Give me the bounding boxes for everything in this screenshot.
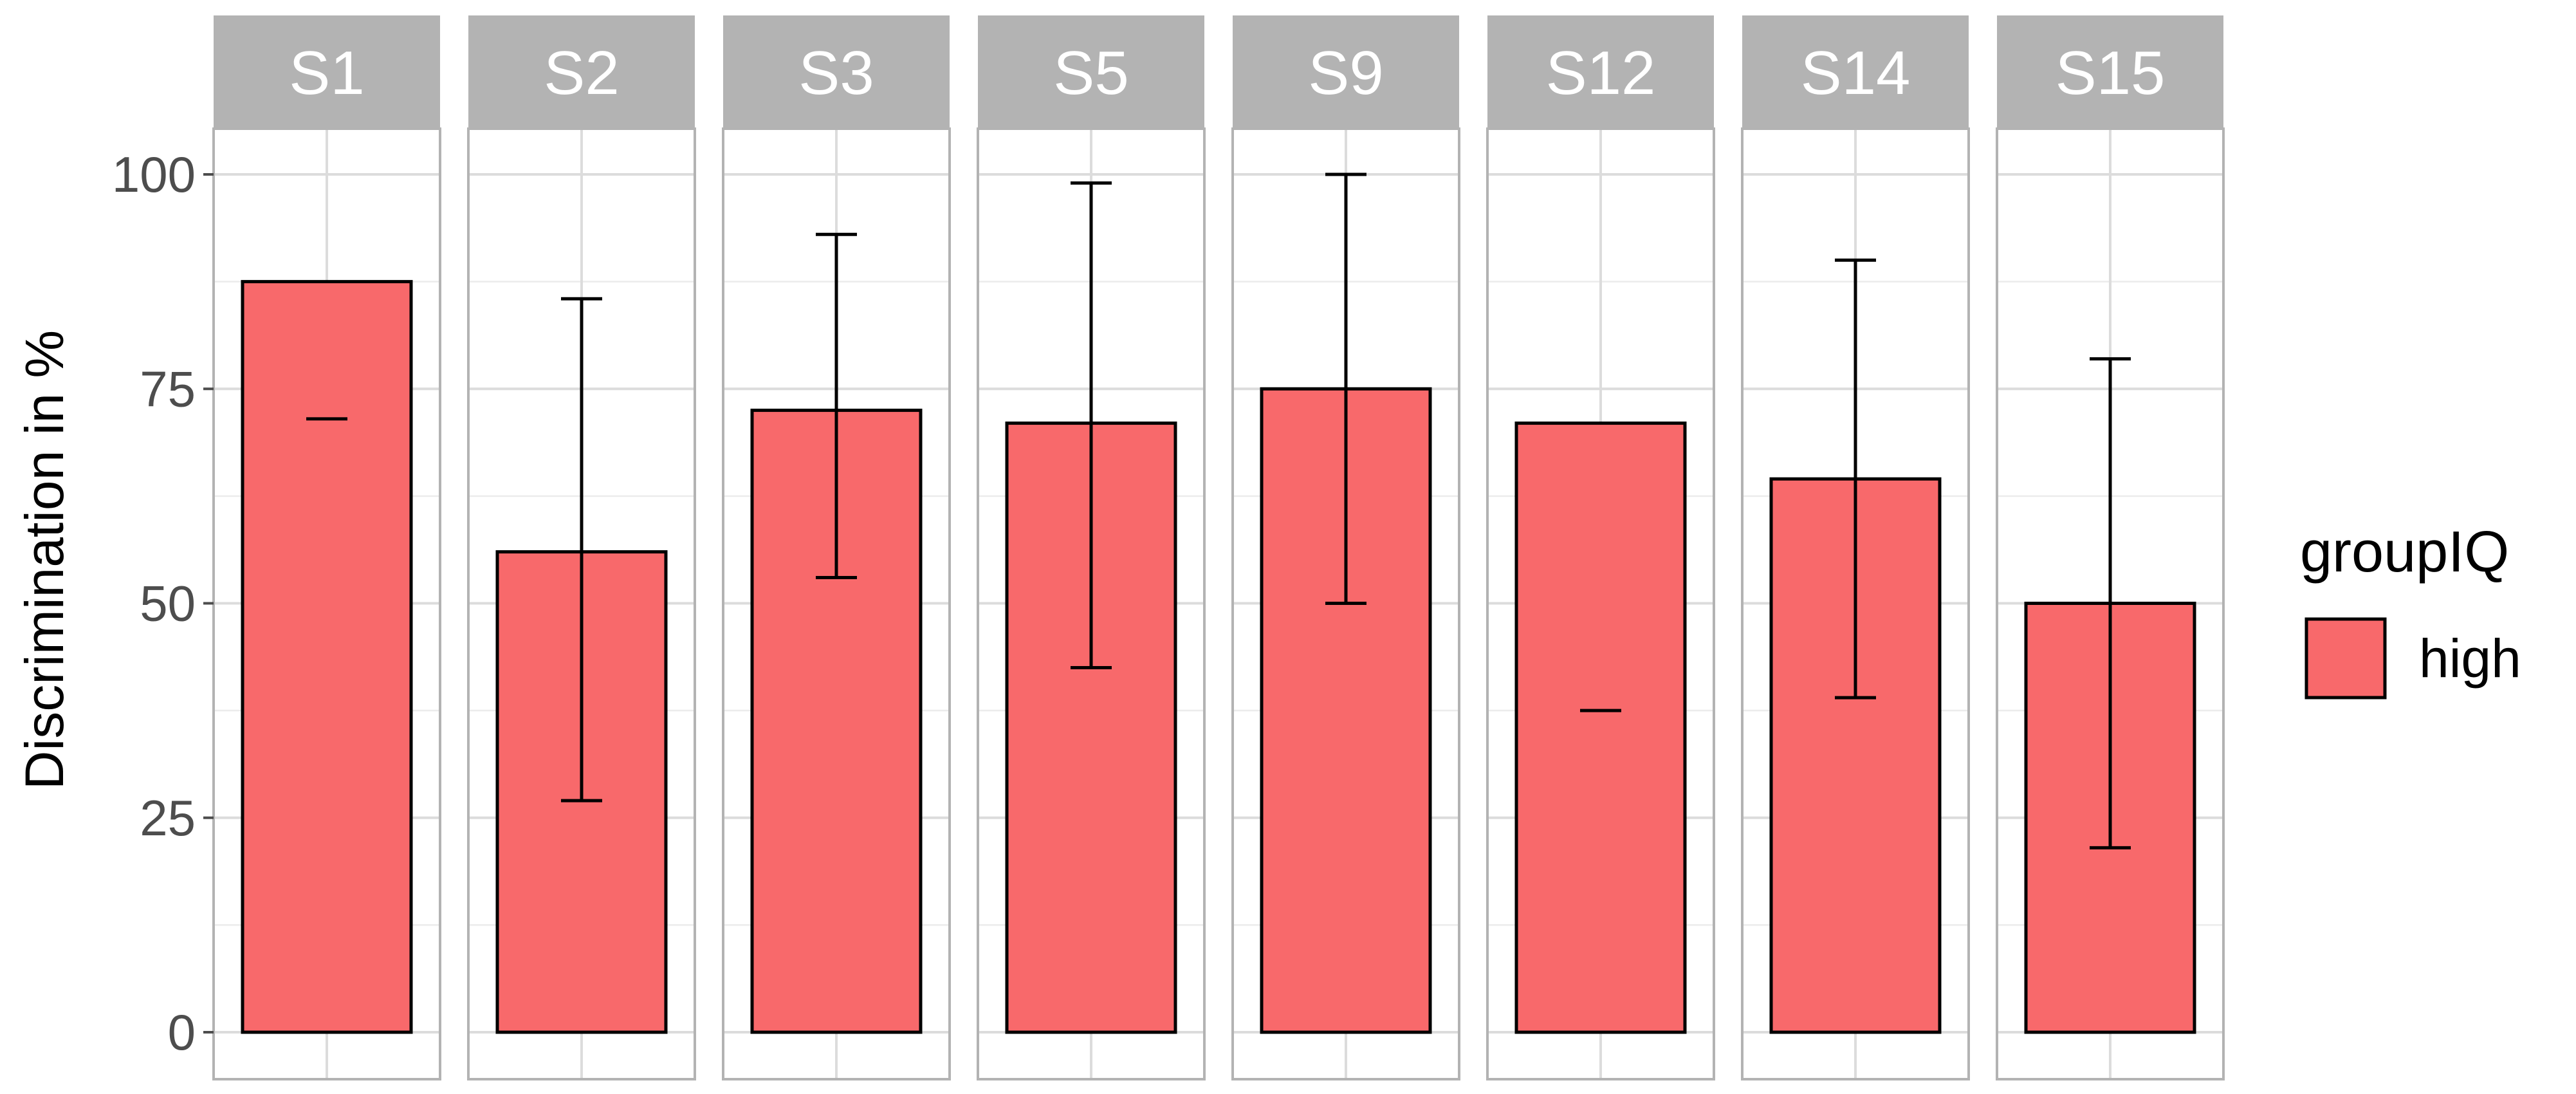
panel-border [1996,127,2225,1080]
facet-strip [1742,15,1969,129]
y-tick-label: 0 [168,1004,196,1061]
facet-panel-s3: S3 [722,15,951,1080]
error-bar-s5 [1071,181,1112,669]
error-bar-s15 [2090,357,2131,849]
facet-panel-s9: S9 [1231,15,1460,1080]
facet-panel-s12: S12 [1486,15,1715,1080]
facet-strip [1233,15,1459,129]
facet-strip [1997,15,2223,129]
y-tick-label: 100 [112,146,196,203]
facet-strip-label: S14 [1801,39,1911,107]
facet-panel-s5: S5 [977,15,1206,1080]
error-bar-s14 [1835,258,1876,700]
facet-strip [978,15,1204,129]
facet-panel-s14: S14 [1741,15,1970,1080]
bar-s12 [1514,422,1687,1034]
facet-strip-label: S12 [1546,39,1656,107]
facet-strip-label: S5 [1053,39,1128,107]
facet-panel-s1: S1 [212,15,441,1080]
legend-label-high: high [2419,628,2521,689]
legend-key-high [2305,617,2387,700]
y-tick-label: 25 [140,790,196,846]
facet-panel-s2: S2 [467,15,696,1080]
legend: groupIQ high [2300,520,2521,700]
error-bar-s2 [561,297,602,802]
panel-border [722,127,951,1080]
panel-border [1741,127,1970,1080]
facet-strip [214,15,440,129]
error-bar-s3 [816,232,857,580]
facet-strip-label: S9 [1308,39,1383,107]
facet-strip [468,15,695,129]
facet-strip-label: S1 [289,39,364,107]
legend-title: groupIQ [2300,520,2509,584]
facet-strip [1487,15,1714,129]
panel-border [1486,127,1715,1080]
facet-strip-label: S2 [544,39,619,107]
facet-panels: S1 S2 S3 S5 S9 S12 S14 S15 [212,15,2225,1080]
panel-border [467,127,696,1080]
error-bar-s9 [1325,172,1366,605]
facet-panel-s15: S15 [1996,15,2225,1080]
facet-strip-label: S3 [798,39,874,107]
facet-strip [723,15,950,129]
y-tick-label: 75 [140,360,196,417]
y-axis-title: Discrimination in % [14,330,75,790]
bar-s1 [241,280,413,1034]
y-axis: 0 25 50 75 100 [112,146,214,1061]
panel-border [1231,127,1460,1080]
y-tick-label: 50 [140,575,196,632]
facet-strip-label: S15 [2056,39,2166,107]
panel-border [977,127,1206,1080]
